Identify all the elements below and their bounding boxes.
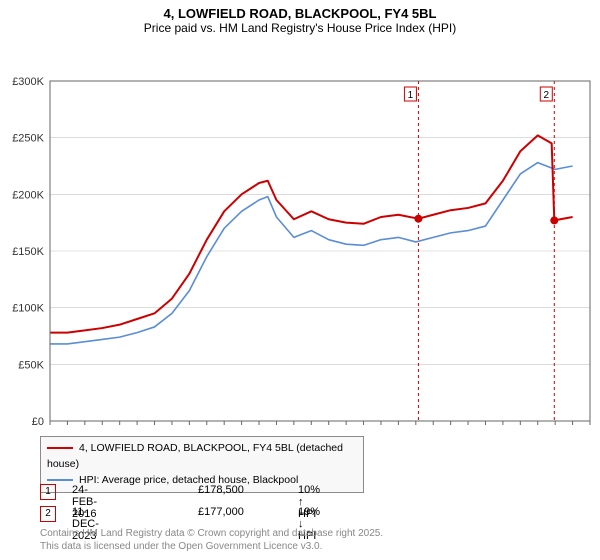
legend-item: 4, LOWFIELD ROAD, BLACKPOOL, FY4 5BL (de… bbox=[47, 441, 357, 473]
svg-text:£250K: £250K bbox=[12, 133, 44, 145]
legend-label: 4, LOWFIELD ROAD, BLACKPOOL, FY4 5BL (de… bbox=[47, 442, 343, 470]
legend-swatch bbox=[47, 447, 73, 449]
svg-text:1: 1 bbox=[408, 90, 414, 101]
footer-line1: Contains HM Land Registry data © Crown c… bbox=[40, 528, 383, 541]
marker-row: 211-DEC-2023£177,00019% ↓ HPI bbox=[40, 506, 56, 522]
svg-text:£150K: £150K bbox=[12, 246, 44, 258]
footer-line2: This data is licensed under the Open Gov… bbox=[40, 541, 383, 554]
svg-text:2: 2 bbox=[544, 90, 550, 101]
marker-badge: 1 bbox=[40, 484, 56, 500]
marker-row: 124-FEB-2016£178,50010% ↑ HPI bbox=[40, 484, 56, 500]
marker-badge: 2 bbox=[40, 506, 56, 522]
svg-text:£50K: £50K bbox=[18, 359, 44, 371]
svg-text:£300K: £300K bbox=[12, 76, 44, 88]
marker-price: £177,000 bbox=[198, 506, 244, 518]
marker-price: £178,500 bbox=[198, 484, 244, 496]
legend-label: HPI: Average price, detached house, Blac… bbox=[79, 474, 298, 486]
svg-text:£100K: £100K bbox=[12, 303, 44, 315]
footer-note: Contains HM Land Registry data © Crown c… bbox=[40, 528, 383, 553]
price-chart: £0£50K£100K£150K£200K£250K£300K199519961… bbox=[0, 35, 600, 425]
svg-text:£0: £0 bbox=[32, 416, 44, 425]
title-address: 4, LOWFIELD ROAD, BLACKPOOL, FY4 5BL bbox=[0, 6, 600, 21]
svg-text:£200K: £200K bbox=[12, 189, 44, 201]
title-subtitle: Price paid vs. HM Land Registry's House … bbox=[0, 21, 600, 35]
chart-title-block: 4, LOWFIELD ROAD, BLACKPOOL, FY4 5BL Pri… bbox=[0, 0, 600, 35]
legend-swatch bbox=[47, 479, 73, 481]
